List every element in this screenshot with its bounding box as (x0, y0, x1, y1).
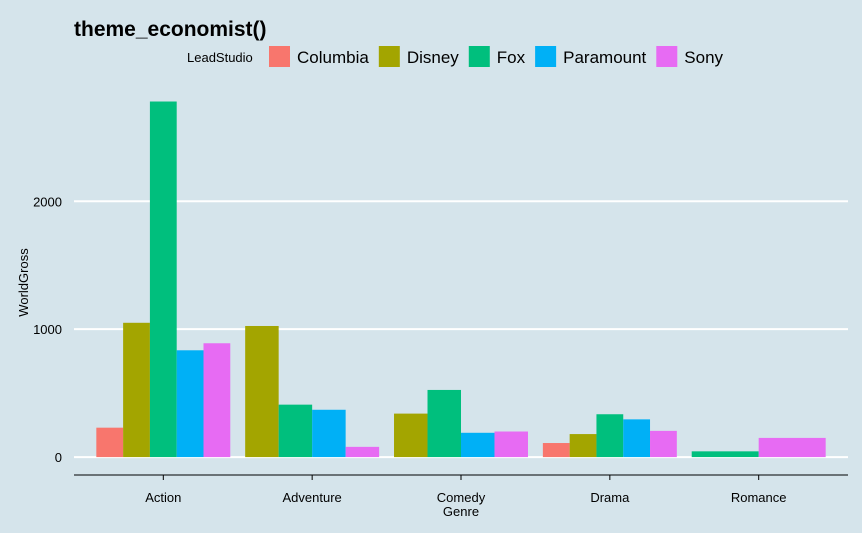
bar-drama-paramount (623, 419, 651, 458)
bar-romance-fox (691, 451, 759, 458)
legend-key-sony (656, 46, 678, 67)
bars-layer (96, 101, 826, 458)
y-axis-label: WorldGross (16, 248, 31, 317)
bar-romance-sony (758, 437, 826, 458)
bar-drama-columbia (542, 443, 570, 458)
chart-title: theme_economist() (74, 18, 267, 41)
legend-key-columbia (269, 46, 290, 67)
legend-label: Disney (407, 48, 459, 67)
legend-label: Columbia (297, 48, 369, 67)
legend-key-fox (468, 46, 490, 67)
x-axis-label: Genre (443, 504, 479, 519)
bar-adventure-disney (245, 325, 279, 458)
bar-drama-sony (650, 430, 677, 458)
legend-key-disney (378, 46, 400, 67)
x-tick-label: Comedy (437, 490, 486, 505)
bar-adventure-sony (345, 446, 380, 458)
bar-drama-fox (596, 414, 624, 458)
y-tick-label: 1000 (33, 322, 62, 337)
bar-comedy-fox (427, 389, 461, 458)
x-tick-label: Drama (590, 490, 630, 505)
y-tick-label: 0 (55, 450, 62, 465)
bar-comedy-disney (394, 413, 428, 458)
x-tick-label: Action (145, 490, 181, 505)
axes-layer: 0 1000 2000 Action Adventure Comedy Drama Roman… (33, 194, 848, 505)
legend: LeadStudio Columbia Disney Fox Paramount Son… (187, 46, 724, 67)
bar-drama-disney (569, 434, 597, 458)
y-tick-label: 2000 (33, 194, 62, 209)
x-tick-label: Adventure (283, 490, 342, 505)
legend-title: LeadStudio (187, 50, 253, 65)
legend-label: Fox (497, 48, 526, 67)
bar-adventure-fox (278, 404, 313, 458)
bar-action-columbia (96, 427, 124, 458)
x-tick-label: Romance (731, 490, 787, 505)
legend-label: Sony (684, 48, 723, 67)
bar-action-sony (203, 343, 231, 458)
bar-action-fox (149, 101, 177, 458)
bar-comedy-paramount (461, 432, 495, 458)
legend-label: Paramount (563, 48, 646, 67)
bar-comedy-sony (494, 431, 528, 458)
legend-key-paramount (535, 46, 557, 67)
bar-adventure-paramount (312, 409, 346, 458)
bar-action-disney (123, 322, 150, 458)
bar-action-paramount (176, 350, 204, 458)
